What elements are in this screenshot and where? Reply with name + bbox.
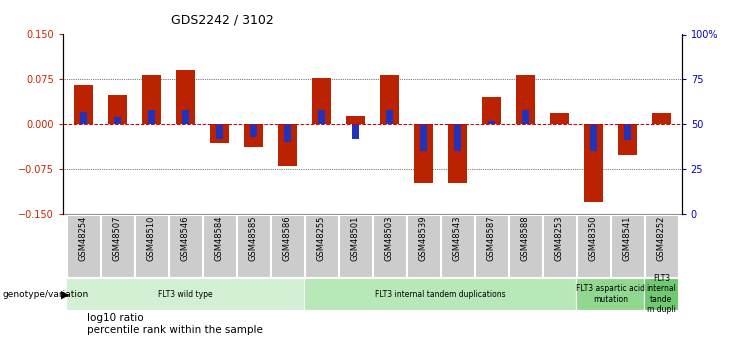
FancyBboxPatch shape: [373, 215, 405, 277]
Bar: [652, 114, 671, 124]
Bar: [312, 78, 330, 124]
Text: GSM48503: GSM48503: [385, 216, 394, 261]
FancyBboxPatch shape: [645, 215, 677, 277]
Text: FLT3
internal
tande
m dupli: FLT3 internal tande m dupli: [646, 274, 677, 314]
Bar: [488, 121, 495, 124]
FancyBboxPatch shape: [67, 278, 305, 310]
Bar: [380, 75, 399, 124]
Text: GSM48586: GSM48586: [283, 216, 292, 262]
Text: GSM48539: GSM48539: [419, 216, 428, 261]
Bar: [346, 116, 365, 124]
Bar: [176, 70, 195, 124]
FancyBboxPatch shape: [203, 215, 236, 277]
Text: ▶: ▶: [61, 290, 69, 300]
FancyBboxPatch shape: [645, 278, 678, 310]
Bar: [590, 124, 597, 151]
FancyBboxPatch shape: [407, 215, 439, 277]
FancyBboxPatch shape: [135, 215, 167, 277]
Text: GSM48350: GSM48350: [589, 216, 598, 261]
Text: GSM48501: GSM48501: [350, 216, 360, 261]
Text: GSM48546: GSM48546: [181, 216, 190, 261]
Bar: [385, 110, 393, 124]
FancyBboxPatch shape: [101, 215, 133, 277]
Bar: [216, 124, 223, 139]
FancyBboxPatch shape: [67, 215, 100, 277]
Bar: [210, 124, 229, 143]
Text: GSM48584: GSM48584: [215, 216, 224, 261]
Bar: [419, 124, 427, 151]
Bar: [318, 110, 325, 124]
Text: genotype/variation: genotype/variation: [2, 290, 88, 299]
Text: GSM48254: GSM48254: [79, 216, 88, 261]
Text: GSM48507: GSM48507: [113, 216, 122, 261]
Text: FLT3 wild type: FLT3 wild type: [158, 289, 213, 299]
Bar: [147, 110, 155, 124]
Text: GSM48588: GSM48588: [521, 216, 530, 262]
FancyBboxPatch shape: [339, 215, 372, 277]
Text: percentile rank within the sample: percentile rank within the sample: [87, 325, 263, 335]
Text: GSM48585: GSM48585: [249, 216, 258, 261]
Text: log10 ratio: log10 ratio: [87, 313, 144, 323]
Bar: [108, 96, 127, 124]
FancyBboxPatch shape: [543, 215, 576, 277]
Bar: [79, 112, 87, 124]
FancyBboxPatch shape: [237, 215, 270, 277]
Text: GSM48543: GSM48543: [453, 216, 462, 261]
FancyBboxPatch shape: [271, 215, 304, 277]
FancyBboxPatch shape: [577, 215, 610, 277]
FancyBboxPatch shape: [576, 278, 645, 310]
Bar: [142, 75, 161, 124]
Bar: [284, 124, 291, 142]
Text: GSM48255: GSM48255: [317, 216, 326, 261]
Text: GDS2242 / 3102: GDS2242 / 3102: [171, 14, 273, 27]
Bar: [522, 110, 529, 124]
Text: GSM48587: GSM48587: [487, 216, 496, 262]
FancyBboxPatch shape: [611, 215, 644, 277]
Bar: [244, 124, 263, 147]
Text: GSM48253: GSM48253: [555, 216, 564, 261]
Text: GSM48541: GSM48541: [623, 216, 632, 261]
FancyBboxPatch shape: [305, 215, 338, 277]
FancyBboxPatch shape: [509, 215, 542, 277]
Bar: [113, 117, 121, 124]
Bar: [550, 114, 568, 124]
Text: GSM48510: GSM48510: [147, 216, 156, 261]
Bar: [516, 75, 535, 124]
Bar: [453, 124, 461, 151]
FancyBboxPatch shape: [441, 215, 473, 277]
FancyBboxPatch shape: [475, 215, 508, 277]
FancyBboxPatch shape: [169, 215, 202, 277]
Bar: [352, 124, 359, 139]
Text: FLT3 internal tandem duplications: FLT3 internal tandem duplications: [375, 289, 505, 299]
Text: GSM48252: GSM48252: [657, 216, 666, 261]
Bar: [448, 124, 467, 183]
Bar: [182, 110, 189, 124]
Bar: [618, 124, 637, 155]
Bar: [414, 124, 433, 183]
Text: FLT3 aspartic acid
mutation: FLT3 aspartic acid mutation: [576, 284, 645, 304]
Bar: [74, 85, 93, 124]
Bar: [278, 124, 296, 166]
Bar: [624, 124, 631, 140]
FancyBboxPatch shape: [305, 278, 576, 310]
Bar: [584, 124, 602, 202]
Bar: [250, 124, 257, 137]
Bar: [482, 97, 501, 124]
